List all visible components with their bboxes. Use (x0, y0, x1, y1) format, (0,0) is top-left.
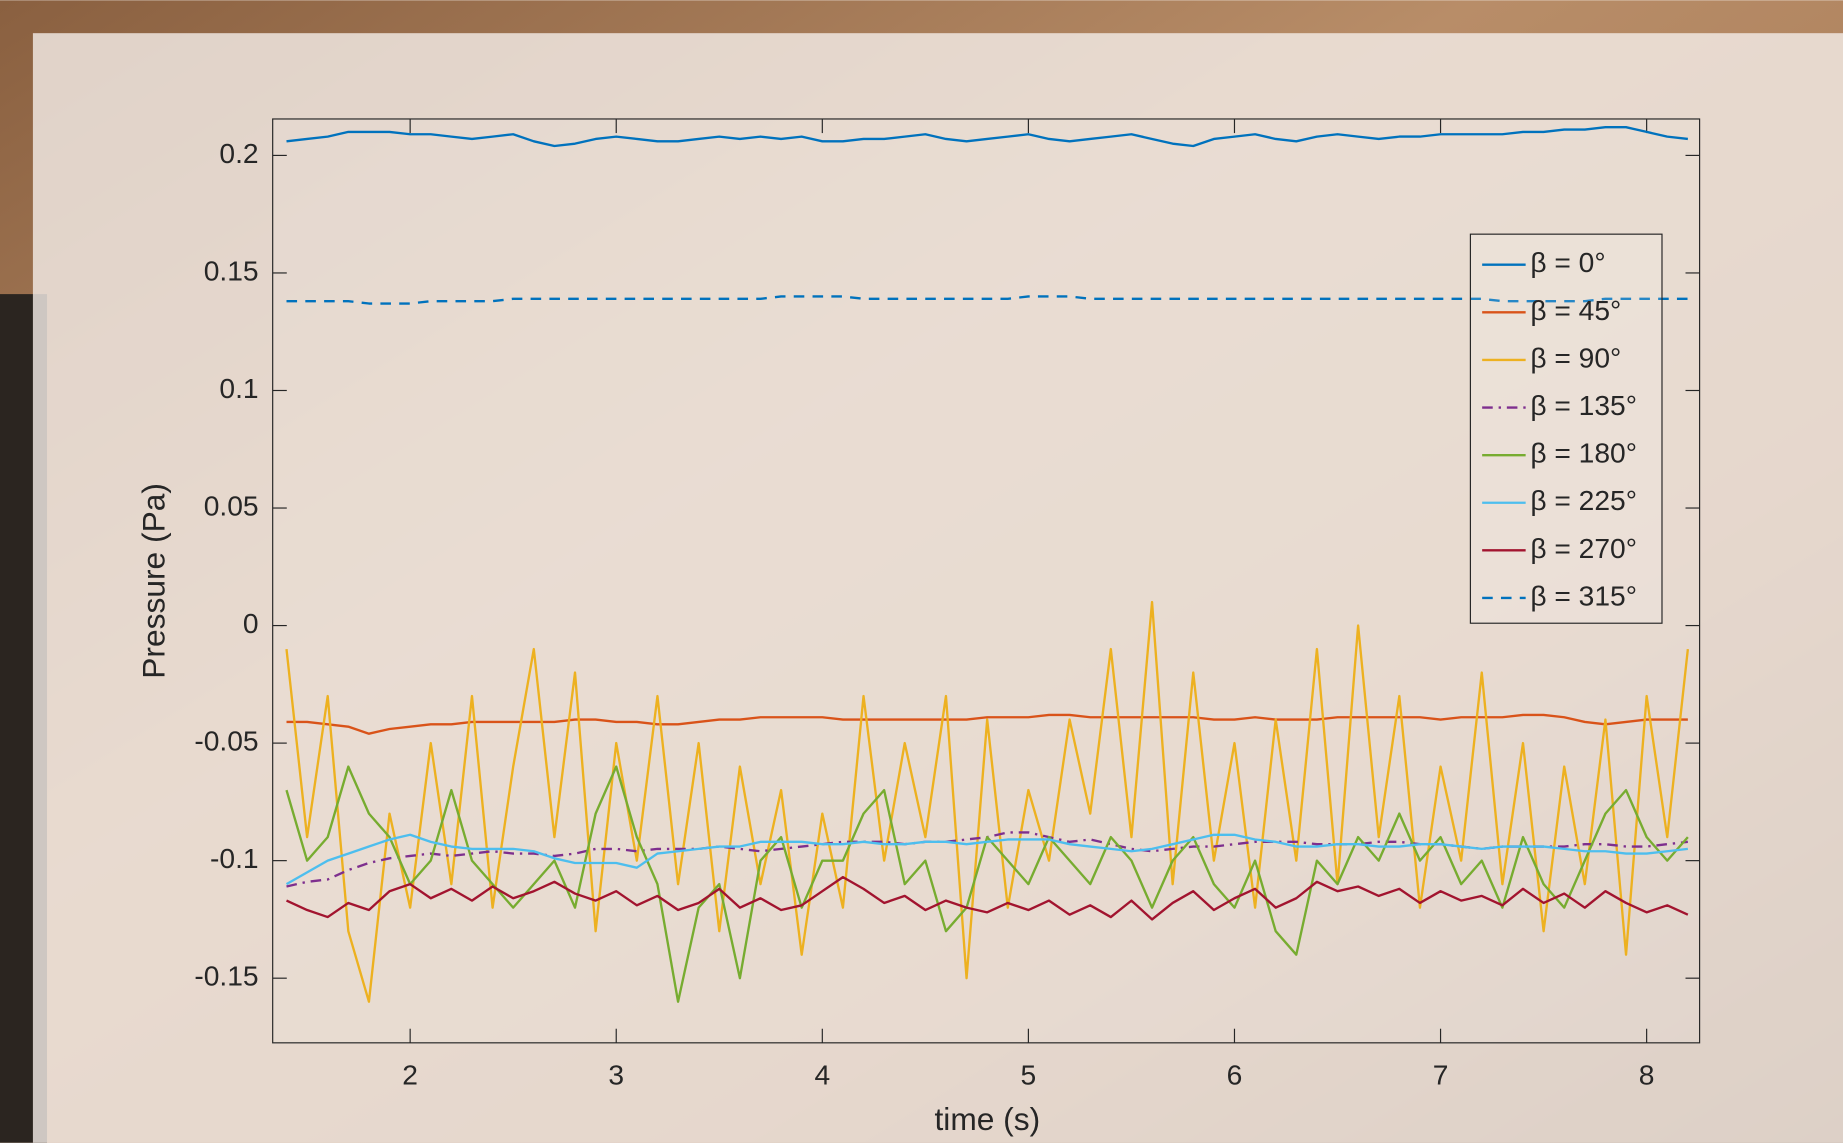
page: {"chart_data": {"type": "line", "x_label… (0, 0, 1843, 1143)
y-tick-label: 0.15 (204, 254, 259, 286)
x-axis-label: time (s) (934, 1101, 1040, 1137)
chart: time (s) Pressure (Pa) 2 3 4 5 6 7 8 -0.15 -0.1 -… (0, 0, 1843, 1143)
x-tick-label: 4 (814, 1058, 830, 1090)
legend-box (1470, 234, 1662, 623)
y-tick-label: -0.05 (194, 725, 258, 757)
y-tick-label: 0 (243, 607, 259, 639)
y-tick-label: 0.1 (219, 372, 258, 404)
legend-label: β = 90° (1530, 341, 1621, 373)
y-tick-label: 0.05 (204, 489, 259, 521)
x-tick-label: 8 (1639, 1058, 1655, 1090)
legend-label: β = 180° (1530, 437, 1637, 469)
legend-label: β = 315° (1530, 579, 1637, 611)
legend-label: β = 45° (1530, 294, 1621, 326)
y-tick-label: -0.15 (194, 960, 258, 992)
x-tick-label: 5 (1021, 1058, 1037, 1090)
y-tick-label: -0.1 (210, 842, 259, 874)
legend-label: β = 0° (1530, 246, 1605, 278)
x-tick-label: 3 (608, 1058, 624, 1090)
y-axis-label: Pressure (Pa) (136, 483, 172, 679)
legend-label: β = 225° (1530, 484, 1637, 516)
x-tick-label: 2 (402, 1058, 418, 1090)
y-tick-label: 0.2 (219, 137, 258, 169)
legend-label: β = 270° (1530, 532, 1637, 564)
legend: β = 0° β = 45° β = 90° β = 135° β = 180° β = … (1470, 234, 1662, 623)
x-tick-label: 6 (1227, 1058, 1243, 1090)
legend-label: β = 135° (1530, 389, 1637, 421)
x-tick-label: 7 (1433, 1058, 1449, 1090)
